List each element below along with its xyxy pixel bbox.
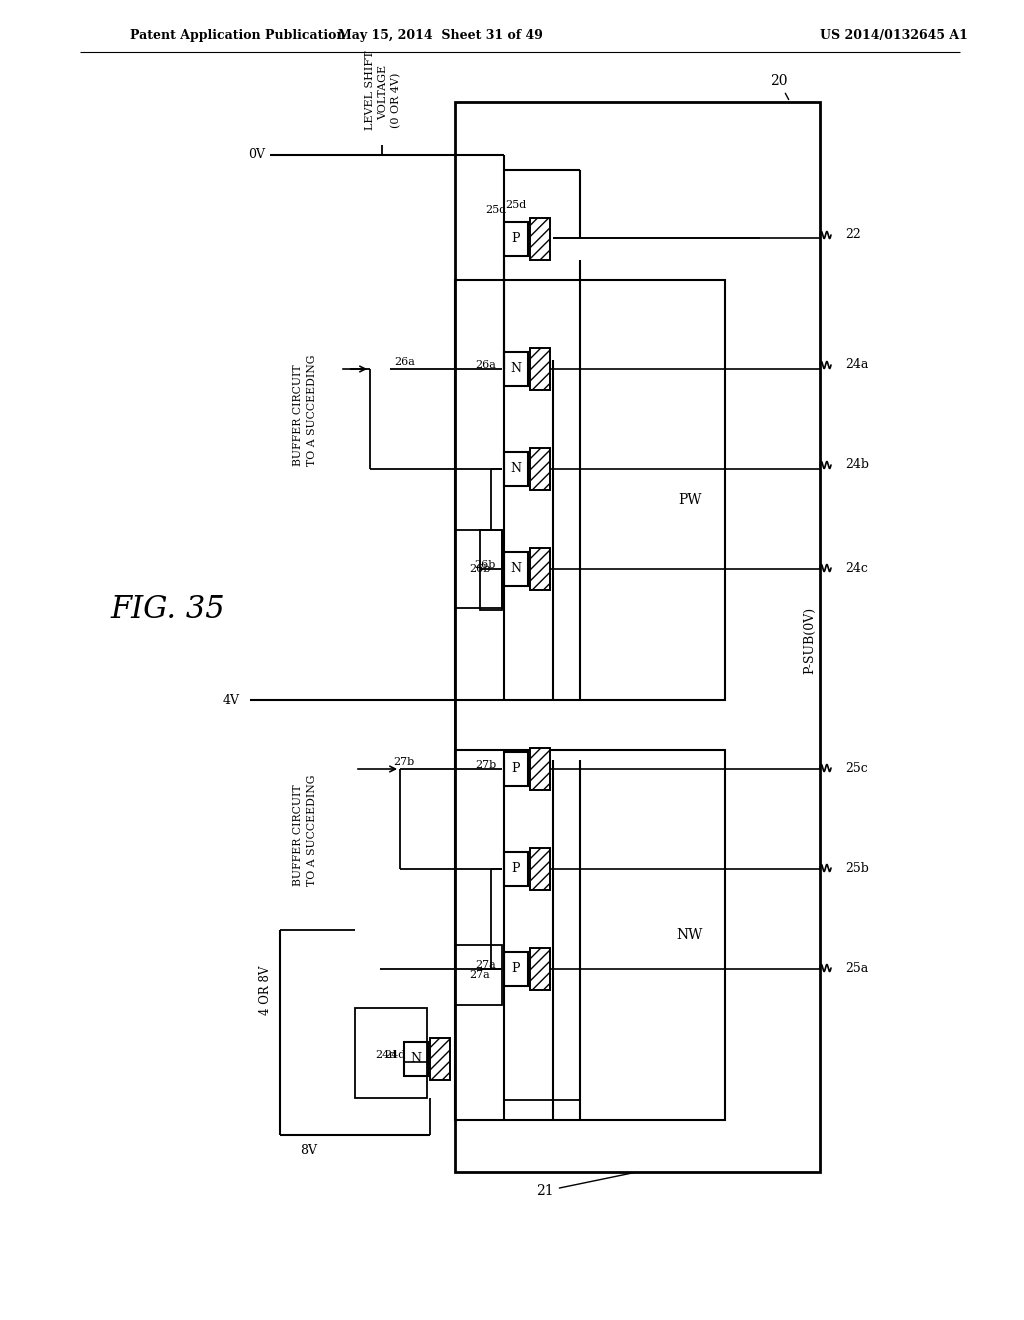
Text: P: P <box>512 232 520 246</box>
Text: P: P <box>512 763 520 776</box>
Bar <box>430 1038 450 1080</box>
Text: 26b: 26b <box>475 560 496 570</box>
Text: 26a: 26a <box>394 356 415 367</box>
Text: 25a: 25a <box>845 961 868 974</box>
Text: PW: PW <box>678 492 701 507</box>
Text: 8V: 8V <box>300 1143 317 1156</box>
Text: Patent Application Publication: Patent Application Publication <box>130 29 345 41</box>
Text: 21: 21 <box>537 1172 634 1199</box>
Text: 24a: 24a <box>845 359 868 371</box>
Bar <box>455 280 725 700</box>
Text: 25c: 25c <box>845 762 867 775</box>
Text: VOLTAGE: VOLTAGE <box>378 65 388 120</box>
Bar <box>455 102 820 1172</box>
Text: 27a: 27a <box>470 970 490 979</box>
Text: 4V: 4V <box>223 693 240 706</box>
Bar <box>504 352 528 385</box>
Text: N: N <box>511 363 521 375</box>
Text: TO A SUCCEEDING: TO A SUCCEEDING <box>307 775 317 886</box>
Text: LEVEL SHIFT: LEVEL SHIFT <box>365 50 375 129</box>
Bar <box>530 447 550 490</box>
Text: P: P <box>512 962 520 975</box>
Text: 25d: 25d <box>506 201 526 210</box>
Text: N: N <box>511 562 521 576</box>
Text: NW: NW <box>677 928 703 942</box>
Bar <box>355 1008 427 1098</box>
Bar <box>480 531 502 610</box>
Bar <box>530 847 550 890</box>
Bar <box>504 752 528 785</box>
Bar <box>455 750 725 1119</box>
Text: P: P <box>512 862 520 875</box>
Text: 24c: 24c <box>845 561 868 574</box>
Text: 25b: 25b <box>845 862 869 874</box>
Text: 24b: 24b <box>845 458 869 471</box>
Text: 26b: 26b <box>469 564 490 574</box>
Bar <box>455 531 502 609</box>
Text: May 15, 2014  Sheet 31 of 49: May 15, 2014 Sheet 31 of 49 <box>338 29 543 41</box>
Text: 27b: 27b <box>475 760 496 770</box>
Bar <box>530 348 550 389</box>
Bar <box>504 851 528 886</box>
Text: 24d: 24d <box>375 1049 396 1060</box>
Text: 4 OR 8V: 4 OR 8V <box>259 965 272 1015</box>
Bar <box>530 548 550 590</box>
Bar <box>504 552 528 586</box>
Text: 20: 20 <box>770 74 788 99</box>
Text: 27b: 27b <box>394 756 415 767</box>
Text: US 2014/0132645 A1: US 2014/0132645 A1 <box>820 29 968 41</box>
Text: 26a: 26a <box>475 360 496 370</box>
Bar <box>530 218 550 260</box>
Bar <box>504 222 528 256</box>
Text: 24d: 24d <box>384 1049 406 1060</box>
Bar <box>455 945 502 1005</box>
Bar <box>504 451 528 486</box>
Bar <box>504 952 528 986</box>
Bar <box>530 948 550 990</box>
Text: N: N <box>511 462 521 475</box>
Text: 0V: 0V <box>248 149 265 161</box>
Text: BUFFER CIRCUIT: BUFFER CIRCUIT <box>293 364 303 466</box>
Text: N: N <box>411 1052 422 1065</box>
Text: FIG. 35: FIG. 35 <box>111 594 225 626</box>
Text: 25d: 25d <box>485 205 507 215</box>
Bar <box>530 748 550 789</box>
Text: (0 OR 4V): (0 OR 4V) <box>391 73 401 128</box>
Bar <box>404 1041 428 1076</box>
Text: P-SUB(0V): P-SUB(0V) <box>804 606 816 673</box>
Text: 22: 22 <box>845 228 861 242</box>
Text: BUFFER CIRCUIT: BUFFER CIRCUIT <box>293 784 303 886</box>
Text: 27a: 27a <box>475 960 496 970</box>
Text: TO A SUCCEEDING: TO A SUCCEEDING <box>307 354 317 466</box>
